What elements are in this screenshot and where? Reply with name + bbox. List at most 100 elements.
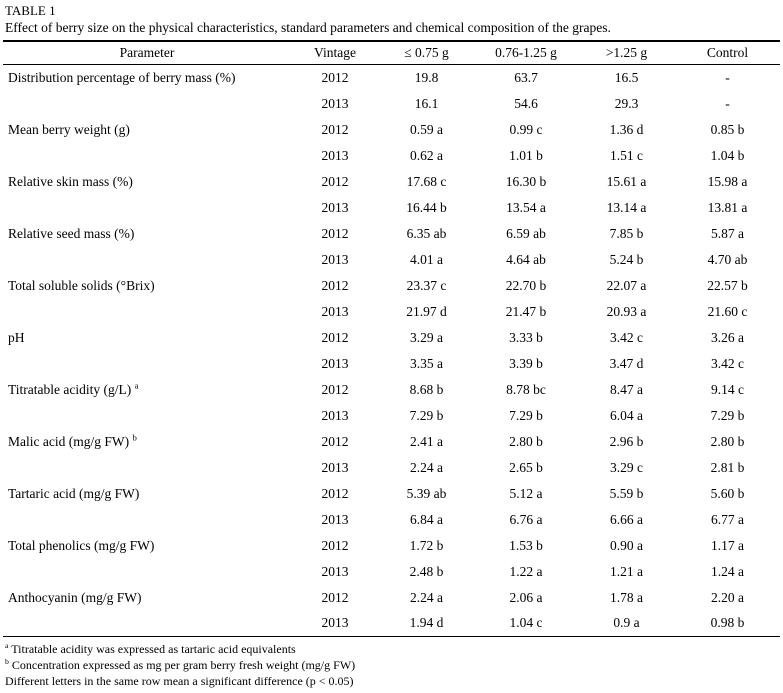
value-cell: 21.60 c: [707, 303, 748, 319]
table-row: 2013 6.84 a 6.76 a 6.66 a 6.77 a: [3, 507, 780, 533]
value-cell: 16.30 b: [505, 173, 547, 189]
value-cell: 15.61 a: [606, 173, 647, 189]
vintage-cell: 2013: [321, 407, 349, 423]
value-cell: 2.80 b: [509, 433, 543, 449]
parameter-cell: pH: [3, 325, 291, 351]
table-row: Total soluble solids (°Brix) 2012 23.37 c 2…: [3, 273, 780, 299]
value-cell: 2.20 a: [711, 589, 744, 605]
value-cell: 2.96 b: [609, 433, 644, 449]
vintage-cell: 2012: [321, 485, 349, 501]
value-cell: 1.04 b: [710, 147, 745, 163]
value-cell: 2.48 b: [409, 563, 444, 579]
value-cell: 16.1: [414, 95, 439, 111]
value-cell: 2.81 b: [710, 459, 745, 475]
parameter-cell: Total phenolics (mg/g FW): [3, 533, 291, 559]
column-header-parameter: Parameter: [3, 40, 291, 65]
table-row: Anthocyanin (mg/g FW) 2012 2.24 a 2.06 a 1.7…: [3, 585, 780, 611]
value-cell: 5.12 a: [509, 485, 543, 501]
column-header-size-large: >1.25 g: [578, 40, 675, 65]
table-row: 2013 2.48 b 1.22 a 1.21 a 1.24 a: [3, 559, 780, 585]
vintage-cell: 2012: [321, 433, 349, 449]
footnote-line: a Titratable acidity was expressed as ta…: [5, 641, 780, 657]
vintage-cell: 2012: [321, 537, 349, 553]
value-cell: 3.26 a: [711, 329, 744, 345]
table-row: 2013 1.94 d 1.04 c 0.9 a 0.98 b: [3, 610, 780, 637]
table-row: Mean berry weight (g) 2012 0.59 a 0.99 c 1.3…: [3, 117, 780, 143]
table-row: pH 2012 3.29 a 3.33 b 3.42 c 3.26 a: [3, 325, 780, 351]
value-cell: 21.47 b: [505, 303, 547, 319]
table-header: Parameter Vintage ≤ 0.75 g 0.76-1.25 g >…: [3, 40, 780, 65]
value-cell: 1.01 b: [509, 147, 543, 163]
value-cell: 7.29 b: [409, 407, 444, 423]
value-cell: 3.29 c: [610, 459, 643, 475]
value-cell: 6.35 ab: [406, 225, 447, 241]
column-header-size-medium: 0.76-1.25 g: [474, 40, 578, 65]
value-cell: 1.72 b: [409, 537, 444, 553]
value-cell: 8.78 bc: [506, 381, 546, 397]
data-table: Parameter Vintage ≤ 0.75 g 0.76-1.25 g >…: [3, 40, 780, 637]
footnotes: a Titratable acidity was expressed as ta…: [3, 637, 780, 689]
vintage-cell: 2013: [321, 303, 349, 319]
value-cell: 8.68 b: [409, 381, 444, 397]
parameter-cell: [3, 610, 291, 637]
parameter-cell: [3, 143, 291, 169]
table-row: 2013 2.24 a 2.65 b 3.29 c 2.81 b: [3, 455, 780, 481]
value-cell: 23.37 c: [406, 277, 447, 293]
value-cell: 6.84 a: [410, 511, 443, 527]
value-cell: 1.17 a: [711, 537, 744, 553]
value-cell: 2.65 b: [509, 459, 543, 475]
parameter-footnote-marker: b: [132, 432, 137, 442]
table-row: Malic acid (mg/g FW) b 2012 2.41 a 2.80 b 2.…: [3, 429, 780, 455]
parameter-cell: [3, 247, 291, 273]
value-cell: 2.80 b: [710, 433, 745, 449]
column-header-control: Control: [675, 40, 780, 65]
value-cell: 0.98 b: [675, 610, 780, 637]
vintage-cell: 2012: [321, 69, 349, 85]
value-cell: 0.99 c: [509, 121, 543, 137]
value-cell: 5.60 b: [710, 485, 745, 501]
value-cell: 4.01 a: [410, 251, 443, 267]
value-cell: 13.54 a: [506, 199, 546, 215]
parameter-label: Tartaric acid (mg/g FW): [8, 485, 140, 501]
parameter-cell: [3, 507, 291, 533]
parameter-cell: [3, 559, 291, 585]
column-header-size-small: ≤ 0.75 g: [379, 40, 474, 65]
footnote-text: Concentration expressed as mg per gram b…: [11, 658, 356, 672]
vintage-cell: 2012: [321, 381, 349, 397]
value-cell: 1.36 d: [609, 121, 644, 137]
value-cell: 2.41 a: [410, 433, 443, 449]
value-cell: 7.29 b: [710, 407, 745, 423]
table-row: 2013 7.29 b 7.29 b 6.04 a 7.29 b: [3, 403, 780, 429]
table-row: 2013 21.97 d 21.47 b 20.93 a 21.60 c: [3, 299, 780, 325]
vintage-cell: 2012: [321, 329, 349, 345]
vintage-cell: 2012: [321, 225, 349, 241]
value-cell: 3.42 c: [711, 355, 744, 371]
vintage-cell: 2012: [321, 277, 349, 293]
vintage-cell: 2012: [321, 121, 349, 137]
parameter-label: Total soluble solids (°Brix): [8, 277, 155, 293]
table-row: Distribution percentage of berry mass (%…: [3, 65, 780, 91]
value-cell: 1.04 c: [474, 610, 578, 637]
parameter-cell: Mean berry weight (g): [3, 117, 291, 143]
vintage-cell: 2013: [321, 251, 349, 267]
value-cell: 63.7: [514, 69, 538, 85]
value-cell: 1.94 d: [379, 610, 474, 637]
value-cell: 1.22 a: [509, 563, 543, 579]
parameter-cell: [3, 195, 291, 221]
value-cell: -: [725, 95, 730, 111]
table-row: Tartaric acid (mg/g FW) 2012 5.39 ab 5.12 a…: [3, 481, 780, 507]
value-cell: 6.76 a: [509, 511, 543, 527]
parameter-cell: [3, 299, 291, 325]
parameter-cell: Malic acid (mg/g FW) b: [3, 429, 291, 455]
value-cell: 1.24 a: [711, 563, 744, 579]
table-row: Relative skin mass (%) 2012 17.68 c 16.30 b…: [3, 169, 780, 195]
value-cell: 2.06 a: [509, 589, 543, 605]
table-row: Titratable acidity (g/L) a 2012 8.68 b 8.78…: [3, 377, 780, 403]
vintage-cell: 2013: [321, 355, 349, 371]
vintage-cell: 2013: [321, 459, 349, 475]
value-cell: 13.14 a: [606, 199, 647, 215]
table-row: 2013 0.62 a 1.01 b 1.51 c 1.04 b: [3, 143, 780, 169]
value-cell: 6.59 ab: [506, 225, 546, 241]
vintage-cell: 2013: [321, 199, 349, 215]
